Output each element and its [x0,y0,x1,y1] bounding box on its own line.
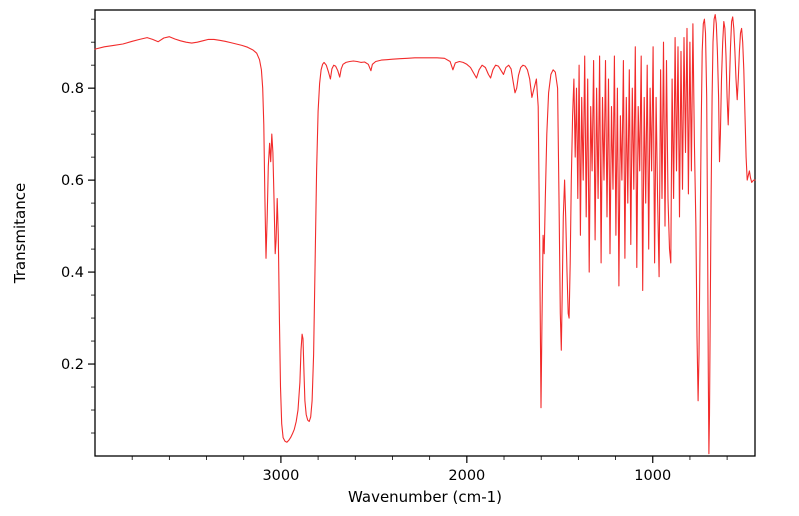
x-axis-label: Wavenumber (cm-1) [348,488,502,506]
x-tick-label: 2000 [448,468,485,484]
plot-frame [94,9,756,457]
x-tick-label: 3000 [262,468,299,484]
y-tick-label: 0.6 [61,173,84,189]
spectrum-line [94,14,756,455]
y-tick-label: 0.8 [61,81,84,97]
y-axis-label: Transmitance [11,182,29,284]
y-tick-label: 0.2 [61,357,84,373]
y-tick-label: 0.4 [61,265,84,281]
x-tick-label: 1000 [634,468,671,484]
